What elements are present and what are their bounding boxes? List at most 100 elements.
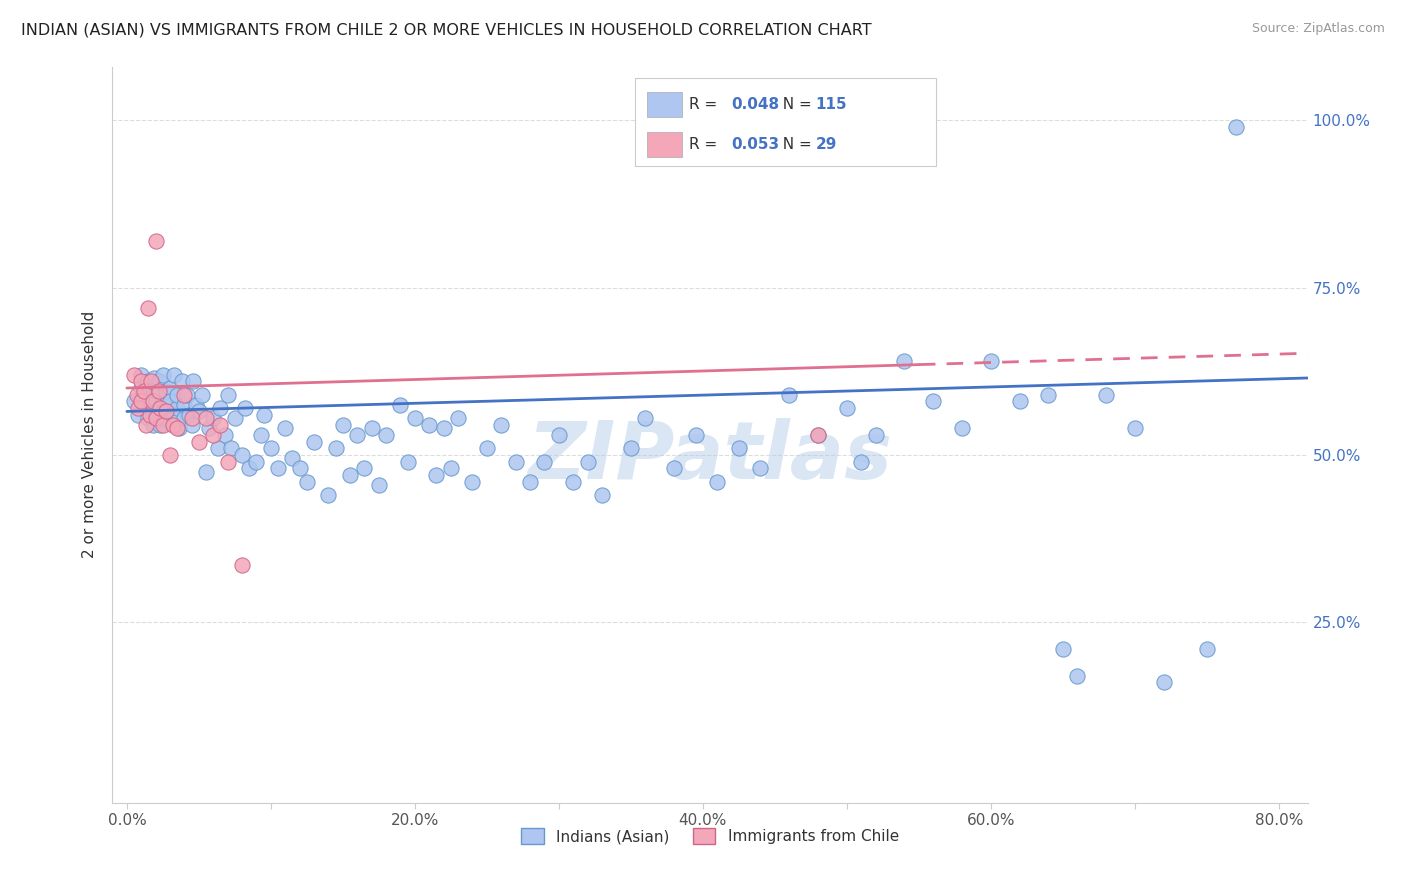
Point: [505, 454, 527, 469]
Point: [491, 417, 513, 432]
Point: [198, 421, 221, 435]
Point: [159, 381, 181, 395]
Point: [231, 448, 253, 462]
Point: [129, 394, 152, 409]
Point: [360, 421, 382, 435]
Point: [353, 461, 375, 475]
Point: [141, 391, 163, 405]
Point: [184, 398, 207, 412]
Point: [145, 408, 167, 422]
Point: [219, 441, 242, 455]
Point: [1123, 421, 1146, 435]
Point: [685, 427, 707, 442]
Point: [865, 427, 887, 442]
Point: [1066, 669, 1088, 683]
Point: [190, 387, 212, 401]
Point: [129, 368, 152, 382]
Point: [1225, 120, 1247, 135]
Point: [138, 374, 160, 388]
Point: [181, 374, 204, 388]
Point: [143, 371, 166, 385]
Point: [209, 417, 232, 432]
Point: [425, 467, 447, 482]
Point: [980, 354, 1002, 368]
Point: [375, 427, 398, 442]
Point: [195, 465, 218, 479]
Point: [332, 417, 354, 432]
Point: [404, 411, 426, 425]
Point: [346, 427, 368, 442]
Point: [318, 488, 340, 502]
Point: [170, 374, 193, 388]
Point: [851, 454, 873, 469]
Point: [253, 408, 276, 422]
Point: [180, 417, 202, 432]
Point: [475, 441, 498, 455]
Point: [153, 411, 176, 425]
Point: [835, 401, 858, 416]
Legend: Indians (Asian), Immigrants from Chile: Indians (Asian), Immigrants from Chile: [515, 822, 905, 850]
Point: [202, 427, 225, 442]
Text: R =: R =: [689, 96, 721, 112]
Point: [519, 475, 541, 489]
Point: [149, 401, 172, 416]
Point: [166, 401, 188, 416]
Point: [214, 427, 236, 442]
Point: [166, 421, 188, 435]
Point: [202, 411, 225, 425]
Point: [134, 384, 156, 399]
Point: [325, 441, 347, 455]
Point: [224, 411, 246, 425]
Point: [461, 475, 484, 489]
Point: [145, 234, 167, 248]
Point: [1052, 642, 1074, 657]
Point: [122, 394, 145, 409]
Point: [127, 401, 149, 416]
Point: [807, 427, 830, 442]
Point: [807, 427, 830, 442]
Point: [125, 387, 148, 401]
Point: [187, 434, 209, 449]
Point: [138, 411, 160, 425]
Point: [295, 475, 318, 489]
Point: [155, 384, 177, 399]
Point: [180, 411, 202, 425]
Point: [155, 404, 177, 418]
Point: [159, 394, 181, 409]
Point: [162, 411, 184, 425]
Point: [152, 417, 174, 432]
Point: [281, 451, 304, 466]
Point: [267, 461, 290, 475]
Point: [173, 411, 195, 425]
Point: [122, 368, 145, 382]
Point: [893, 354, 915, 368]
Point: [576, 454, 599, 469]
Point: [135, 387, 157, 401]
Point: [173, 387, 195, 401]
Point: [156, 404, 179, 418]
Text: 0.048: 0.048: [731, 96, 779, 112]
Point: [778, 387, 800, 401]
Point: [1038, 387, 1060, 401]
Point: [173, 398, 195, 412]
Text: R =: R =: [689, 136, 721, 152]
Point: [389, 398, 412, 412]
Point: [302, 434, 325, 449]
Point: [217, 454, 239, 469]
Point: [177, 408, 200, 422]
Text: 29: 29: [815, 136, 837, 152]
Point: [706, 475, 728, 489]
Text: N =: N =: [773, 96, 817, 112]
Point: [129, 381, 152, 395]
Point: [209, 401, 232, 416]
Point: [139, 408, 162, 422]
Point: [620, 441, 643, 455]
Point: [662, 461, 685, 475]
Point: [142, 417, 165, 432]
Point: [922, 394, 945, 409]
Point: [129, 374, 152, 388]
Point: [145, 411, 167, 425]
Point: [288, 461, 311, 475]
Point: [249, 427, 271, 442]
Point: [238, 461, 260, 475]
